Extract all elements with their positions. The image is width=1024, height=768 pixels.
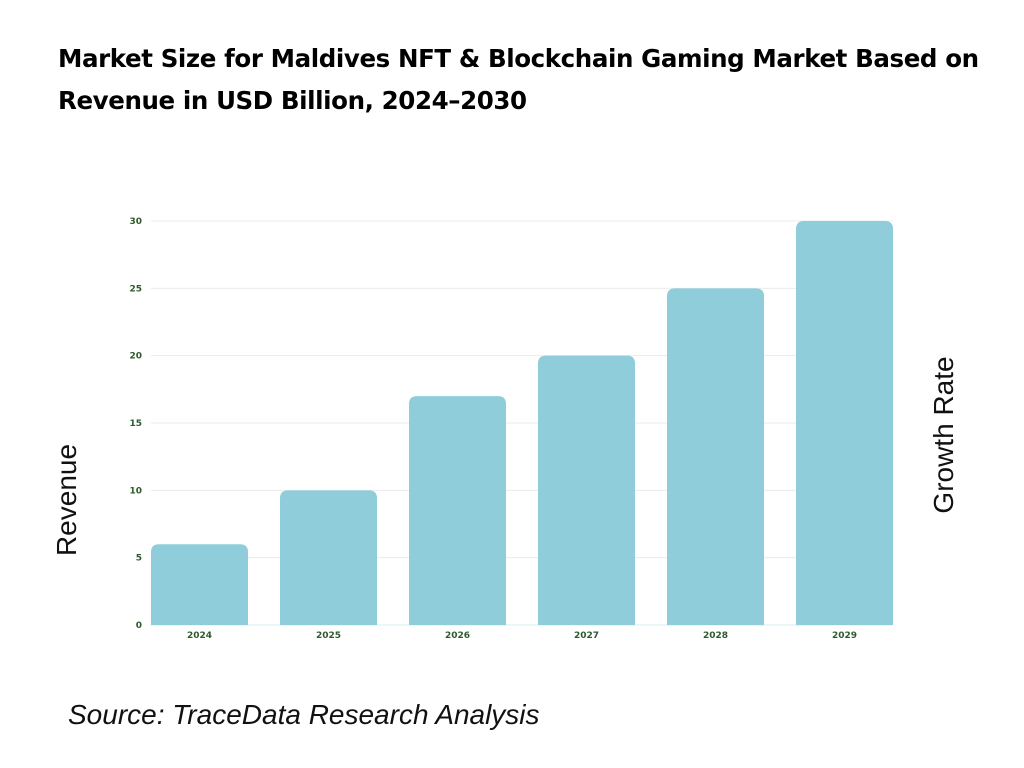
chart-title: Market Size for Maldives NFT & Blockchai… — [58, 44, 979, 115]
y-tick-labels: 0 5 10 15 20 25 30 — [129, 217, 142, 631]
x-tick-label: 2026 — [445, 631, 470, 641]
x-tick-label: 2024 — [187, 631, 212, 641]
y-tick-label: 15 — [129, 419, 142, 429]
bar-2026 — [409, 396, 506, 625]
x-tick-label: 2029 — [832, 631, 857, 641]
y-tick-label: 20 — [129, 352, 142, 362]
bar-2028 — [667, 288, 764, 625]
y-tick-label: 5 — [136, 554, 142, 564]
bar-2025 — [280, 490, 377, 625]
bar-2029 — [796, 221, 893, 625]
x-tick-label: 2028 — [703, 631, 728, 641]
bars — [151, 221, 893, 625]
x-tick-label: 2027 — [574, 631, 599, 641]
y-tick-label: 25 — [129, 284, 142, 294]
bar-2024 — [151, 544, 248, 625]
gridlines — [151, 220, 893, 626]
y-tick-label: 10 — [129, 486, 142, 496]
y-tick-label: 30 — [129, 217, 142, 227]
y-tick-label: 0 — [136, 621, 142, 631]
source-note: Source: TraceData Research Analysis — [68, 699, 540, 730]
x-tick-labels: 2024 2025 2026 2027 2028 2029 — [187, 631, 857, 641]
bar-2027 — [538, 355, 635, 625]
x-tick-label: 2025 — [316, 631, 341, 641]
